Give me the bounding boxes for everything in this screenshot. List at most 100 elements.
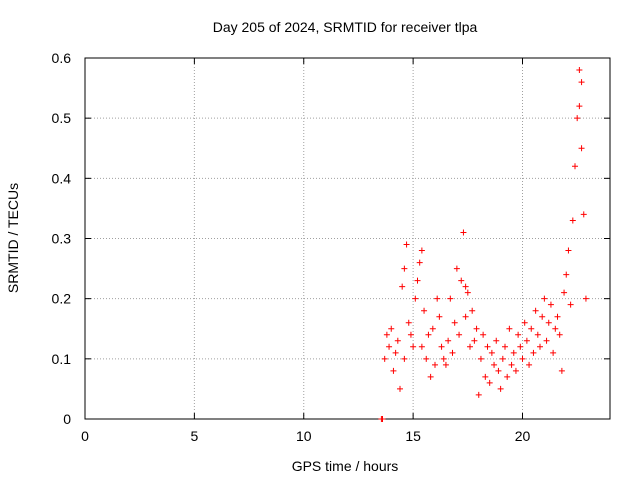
data-point [399,283,406,290]
data-point [436,313,443,320]
grid-lines [85,58,610,419]
data-point [388,325,395,332]
data-point [434,295,441,302]
data-point [521,319,528,326]
data-point [401,265,408,272]
data-point [569,217,576,224]
data-point [550,349,557,356]
data-point [508,361,515,368]
x-tick-label: 15 [405,428,421,444]
data-points [378,67,589,422]
data-point [539,313,546,320]
data-point [451,319,458,326]
data-point [530,349,537,356]
y-tick-label: 0.2 [52,291,72,307]
data-point [473,325,480,332]
data-point [414,277,421,284]
data-point [495,367,502,374]
data-point [512,367,519,374]
data-point [576,103,583,110]
data-point [469,307,476,314]
data-point [545,319,552,326]
y-tick-label: 0.4 [52,170,72,186]
data-point [386,343,393,350]
data-point [552,325,559,332]
data-point [379,416,386,422]
y-tick-label: 0.1 [52,351,72,367]
data-point [407,331,414,338]
data-point [421,307,428,314]
data-point [565,247,572,254]
data-point [515,331,522,338]
data-point [526,361,533,368]
x-tick-label: 20 [515,428,531,444]
data-point [554,313,561,320]
data-point [458,277,465,284]
data-point [447,295,454,302]
data-point [438,343,445,350]
data-point [403,241,410,248]
data-point [582,295,589,302]
data-point [482,373,489,380]
data-point [467,343,473,350]
data-point [392,349,399,356]
data-point [405,319,412,326]
data-point [440,355,447,362]
data-point [563,271,570,278]
y-axis-label: SRMTID / TECUs [5,183,21,293]
data-point [499,355,506,362]
data-point [486,379,493,386]
y-tick-label: 0.3 [52,231,72,247]
data-point [493,337,500,344]
data-point [464,289,471,296]
chart-title: Day 205 of 2024, SRMTID for receiver tlp… [213,19,478,35]
data-point [558,367,565,374]
x-tick-label: 10 [296,428,312,444]
data-point [416,259,423,266]
data-point [532,307,539,314]
data-point [418,247,425,254]
x-axis-label: GPS time / hours [292,458,399,474]
data-point [510,349,517,356]
data-point [442,361,449,368]
y-tick-label: 0.6 [52,50,72,66]
data-point [517,343,524,350]
data-point [423,355,430,362]
data-point [572,163,578,170]
data-point [556,331,563,338]
data-point [394,337,401,344]
data-point [397,385,403,392]
data-point [543,337,550,344]
data-point [547,301,554,308]
data-point [401,355,408,362]
data-point [484,343,491,350]
data-point [523,337,530,344]
x-tick-label: 0 [81,428,89,444]
data-point [574,115,581,122]
data-point [477,355,484,362]
data-point [541,295,548,302]
data-point [534,331,541,338]
data-point [427,373,434,380]
axis-ticks: 0 5 10 15 20 0 0.1 0.2 0.3 0.4 0.5 0.6 [52,50,610,444]
data-point [425,331,432,338]
data-point [429,325,436,332]
data-point [449,349,456,356]
data-point [412,295,419,302]
data-point [576,67,583,74]
data-point [432,361,438,368]
data-point [410,343,417,350]
data-point [383,331,390,338]
data-point [453,265,460,272]
data-point [381,355,388,362]
data-point [578,79,585,86]
x-tick-label: 5 [190,428,198,444]
data-point [497,385,504,392]
data-point [462,283,469,290]
data-point [460,229,467,236]
data-point [504,373,511,380]
data-point [462,313,469,320]
data-point [528,325,535,332]
y-tick-label: 0 [63,411,71,427]
